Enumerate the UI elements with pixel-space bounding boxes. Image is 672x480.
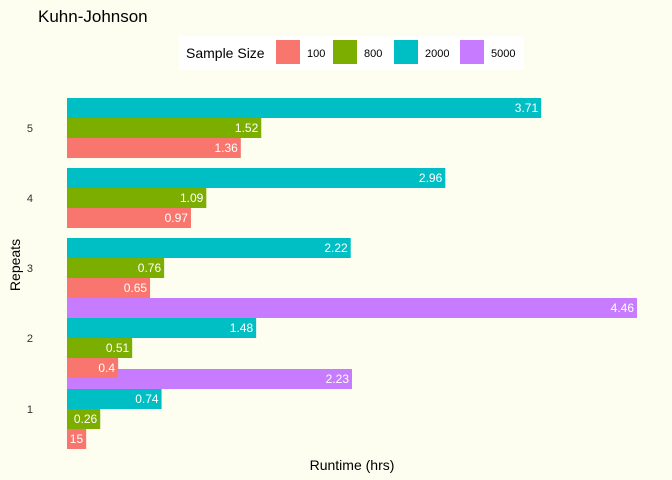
bar-label-2000-repeat-5: 3.71 bbox=[515, 101, 539, 115]
bar-100-repeat-2 bbox=[67, 358, 119, 378]
bar-label-800-repeat-1: 0.26 bbox=[74, 412, 98, 426]
bar-2000-repeat-1 bbox=[67, 389, 162, 409]
bar-label-5000-repeat-1: 2.23 bbox=[326, 372, 350, 386]
y-tick-label-4: 4 bbox=[27, 193, 33, 205]
bar-100-repeat-4 bbox=[67, 208, 191, 228]
bar-2000-repeat-5 bbox=[67, 98, 542, 118]
bar-5000-repeat-2 bbox=[67, 298, 637, 318]
bar-800-repeat-2 bbox=[67, 338, 133, 358]
x-axis-label: Runtime (hrs) bbox=[310, 457, 395, 473]
legend-key-5000 bbox=[460, 40, 484, 64]
legend-label-100: 100 bbox=[307, 48, 325, 60]
legend-label-2000: 2000 bbox=[425, 48, 449, 60]
bar-label-100-repeat-5: 1.36 bbox=[214, 141, 238, 155]
y-axis-ticks: 1 2 3 4 5 bbox=[27, 123, 33, 416]
y-tick-label-1: 1 bbox=[27, 404, 33, 416]
bar-100-repeat-3 bbox=[67, 278, 151, 298]
bar-800-repeat-3 bbox=[67, 258, 165, 278]
bar-2000-repeat-4 bbox=[67, 168, 446, 188]
bar-2000-repeat-2 bbox=[67, 318, 257, 338]
bar-label-2000-repeat-2: 1.48 bbox=[230, 321, 254, 335]
bar-2000-repeat-3 bbox=[67, 238, 351, 258]
bar-label-100-repeat-4: 0.97 bbox=[165, 211, 189, 225]
bar-5000-repeat-1 bbox=[67, 369, 352, 389]
bar-label-800-repeat-5: 1.52 bbox=[235, 121, 259, 135]
bar-label-800-repeat-3: 0.76 bbox=[138, 261, 162, 275]
y-tick-label-5: 5 bbox=[27, 123, 33, 135]
legend-label-800: 800 bbox=[364, 48, 382, 60]
bar-label-2000-repeat-1: 0.74 bbox=[135, 392, 159, 406]
bar-100-repeat-1 bbox=[67, 429, 87, 449]
bar-label-2000-repeat-4: 2.96 bbox=[419, 171, 443, 185]
chart-title: Kuhn-Johnson bbox=[38, 7, 148, 26]
bar-label-2000-repeat-3: 2.22 bbox=[324, 241, 348, 255]
legend-label-5000: 5000 bbox=[491, 48, 515, 60]
y-tick-label-2: 2 bbox=[27, 333, 33, 345]
bar-100-repeat-5 bbox=[67, 138, 241, 158]
bars-layer: 15 0.26 0.74 2.23 0.4 0.51 1.48 4.46 0.65 0.76 2.2… bbox=[67, 98, 637, 449]
bar-800-repeat-4 bbox=[67, 188, 207, 208]
bar-label-800-repeat-4: 1.09 bbox=[180, 191, 204, 205]
bar-label-5000-repeat-2: 4.46 bbox=[611, 301, 635, 315]
legend-key-100 bbox=[276, 40, 300, 64]
legend-title: Sample Size bbox=[186, 45, 265, 61]
y-axis-label: Repeats bbox=[7, 239, 23, 291]
y-tick-label-3: 3 bbox=[27, 263, 33, 275]
bar-label-100-repeat-2: 0.4 bbox=[98, 361, 115, 375]
bar-label-800-repeat-2: 0.51 bbox=[106, 341, 130, 355]
legend: Sample Size 100 800 2000 5000 bbox=[179, 36, 524, 70]
bar-label-100-repeat-3: 0.65 bbox=[124, 281, 148, 295]
bar-label-100-repeat-1: 15 bbox=[70, 432, 84, 446]
bar-800-repeat-5 bbox=[67, 118, 262, 138]
legend-key-800 bbox=[333, 40, 357, 64]
legend-key-2000 bbox=[394, 40, 418, 64]
bar-800-repeat-1 bbox=[67, 409, 101, 429]
